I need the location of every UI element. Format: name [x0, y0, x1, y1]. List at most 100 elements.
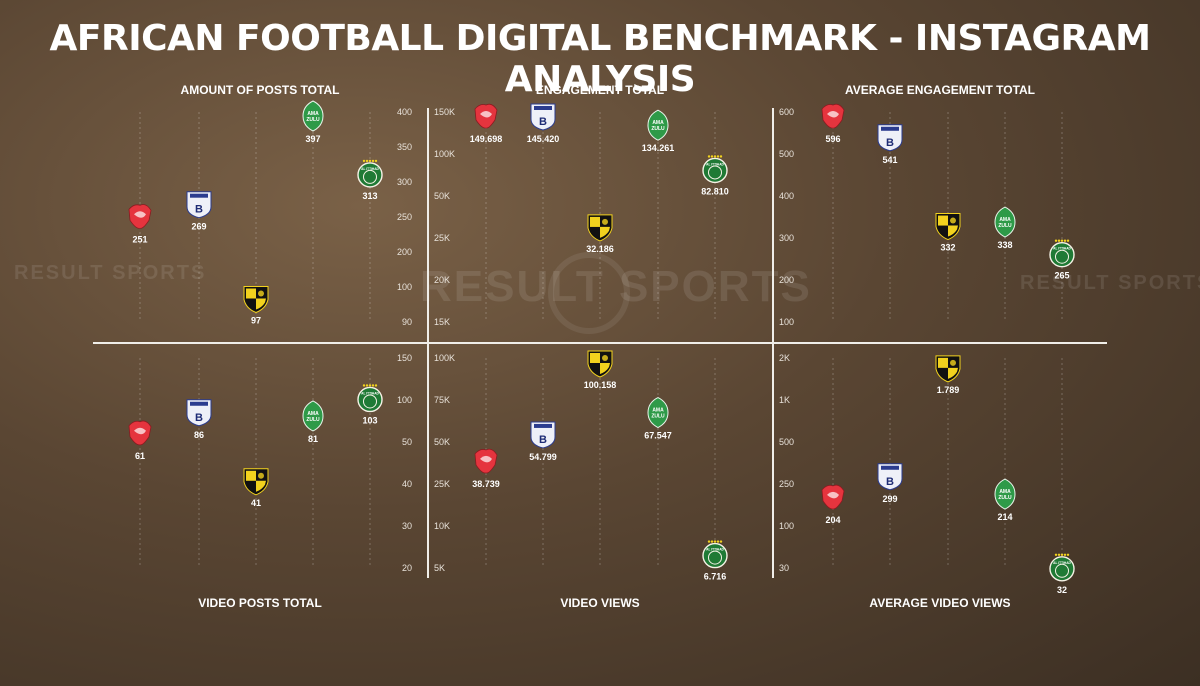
- y-tick-label: 400: [397, 107, 412, 117]
- white-b-shield-icon: B: [877, 463, 903, 491]
- y-tick-label: 50K: [434, 191, 450, 201]
- data-label: 41: [251, 498, 261, 508]
- y-tick-label: 100: [779, 317, 794, 327]
- svg-text:AMA: AMA: [999, 489, 1011, 495]
- al-ittihad-green-crest-icon: AL ITTIHAD: [357, 384, 383, 413]
- data-label: 134.261: [642, 143, 675, 153]
- y-tick-label: 40: [402, 479, 412, 489]
- data-label: 145.420: [527, 134, 560, 144]
- y-tick-label: 25K: [434, 479, 450, 489]
- white-b-shield-icon: B: [877, 124, 903, 152]
- red-lion-crest-icon: [128, 204, 152, 229]
- y-tick-label: 50: [402, 437, 412, 447]
- vertical-divider-right: [772, 108, 774, 578]
- data-label: 67.547: [644, 431, 672, 441]
- svg-text:AMA: AMA: [652, 408, 664, 414]
- data-label: 596: [825, 134, 840, 144]
- y-tick-label: 150K: [434, 107, 455, 117]
- y-tick-label: 600: [779, 107, 794, 117]
- svg-text:B: B: [539, 116, 547, 128]
- vertical-divider-left: [427, 108, 429, 578]
- y-tick-label: 100K: [434, 149, 455, 159]
- y-tick-label: 90: [402, 317, 412, 327]
- data-label: 32.186: [586, 244, 614, 254]
- y-tick-label: 2K: [779, 353, 790, 363]
- svg-text:ZULU: ZULU: [651, 414, 665, 420]
- red-lion-crest-icon: [474, 103, 498, 129]
- white-b-shield-icon: B: [186, 191, 212, 219]
- y-tick-label: 250: [397, 212, 412, 222]
- data-label: 38.739: [472, 479, 500, 489]
- data-label: 397: [305, 134, 320, 144]
- y-tick-label: 30: [402, 521, 412, 531]
- data-label: 81: [308, 434, 318, 444]
- data-label: 332: [940, 243, 955, 253]
- y-tick-label: 100: [397, 282, 412, 292]
- svg-text:AMA: AMA: [652, 120, 664, 126]
- data-label: 149.698: [470, 134, 503, 144]
- y-tick-label: 25K: [434, 233, 450, 243]
- data-label: 299: [882, 494, 897, 504]
- data-label: 338: [997, 240, 1012, 250]
- svg-text:B: B: [886, 137, 894, 149]
- white-b-shield-icon: B: [186, 399, 212, 427]
- svg-text:AL ITTIHAD: AL ITTIHAD: [706, 162, 724, 166]
- y-tick-label: 350: [397, 142, 412, 152]
- data-label: 97: [251, 316, 261, 326]
- data-label: 100.158: [584, 380, 617, 390]
- red-lion-crest-icon: [474, 448, 498, 474]
- data-label: 1.789: [937, 385, 960, 395]
- y-tick-label: 5K: [434, 563, 445, 573]
- yellow-black-antelope-shield-icon: [243, 468, 269, 496]
- svg-text:AL ITTIHAD: AL ITTIHAD: [1053, 247, 1071, 251]
- y-tick-label: 400: [779, 191, 794, 201]
- svg-text:AL ITTIHAD: AL ITTIHAD: [1053, 561, 1071, 565]
- al-ittihad-green-crest-icon: AL ITTIHAD: [702, 155, 728, 184]
- y-tick-label: 75K: [434, 395, 450, 405]
- chart-title: VIDEO POSTS TOTAL: [198, 596, 322, 610]
- al-ittihad-green-crest-icon: AL ITTIHAD: [1049, 553, 1075, 582]
- yellow-black-antelope-shield-icon: [587, 214, 613, 242]
- data-label: 204: [825, 515, 840, 525]
- svg-text:B: B: [195, 204, 203, 216]
- data-label: 61: [135, 451, 145, 461]
- y-tick-label: 250: [779, 479, 794, 489]
- al-ittihad-green-crest-icon: AL ITTIHAD: [1049, 239, 1075, 268]
- svg-text:ZULU: ZULU: [306, 117, 320, 123]
- svg-text:AMA: AMA: [307, 111, 319, 117]
- y-tick-label: 30: [779, 563, 789, 573]
- data-label: 82.810: [701, 186, 729, 196]
- svg-text:ZULU: ZULU: [998, 223, 1012, 229]
- data-label: 54.799: [529, 452, 557, 462]
- data-label: 86: [194, 430, 204, 440]
- svg-text:ZULU: ZULU: [998, 495, 1012, 501]
- data-label: 313: [362, 191, 377, 201]
- y-tick-label: 20: [402, 563, 412, 573]
- watermark-right: RESULT SPORTS: [1020, 272, 1200, 294]
- watermark-left: RESULT SPORTS: [14, 262, 207, 284]
- data-label: 6.716: [704, 572, 727, 582]
- white-b-shield-icon: B: [530, 421, 556, 449]
- y-tick-label: 50K: [434, 437, 450, 447]
- svg-text:AL ITTIHAD: AL ITTIHAD: [361, 167, 379, 171]
- watermark-ring-icon: [548, 252, 630, 334]
- y-tick-label: 150: [397, 353, 412, 363]
- svg-text:B: B: [539, 434, 547, 446]
- al-ittihad-green-crest-icon: AL ITTIHAD: [702, 540, 728, 569]
- y-tick-label: 100K: [434, 353, 455, 363]
- chart-title: AMOUNT OF POSTS TOTAL: [180, 83, 340, 97]
- svg-text:B: B: [195, 412, 203, 424]
- yellow-black-antelope-shield-icon: [587, 350, 613, 378]
- data-label: 265: [1054, 271, 1069, 281]
- y-tick-label: 200: [779, 275, 794, 285]
- y-tick-label: 100: [779, 521, 794, 531]
- yellow-black-antelope-shield-icon: [935, 355, 961, 383]
